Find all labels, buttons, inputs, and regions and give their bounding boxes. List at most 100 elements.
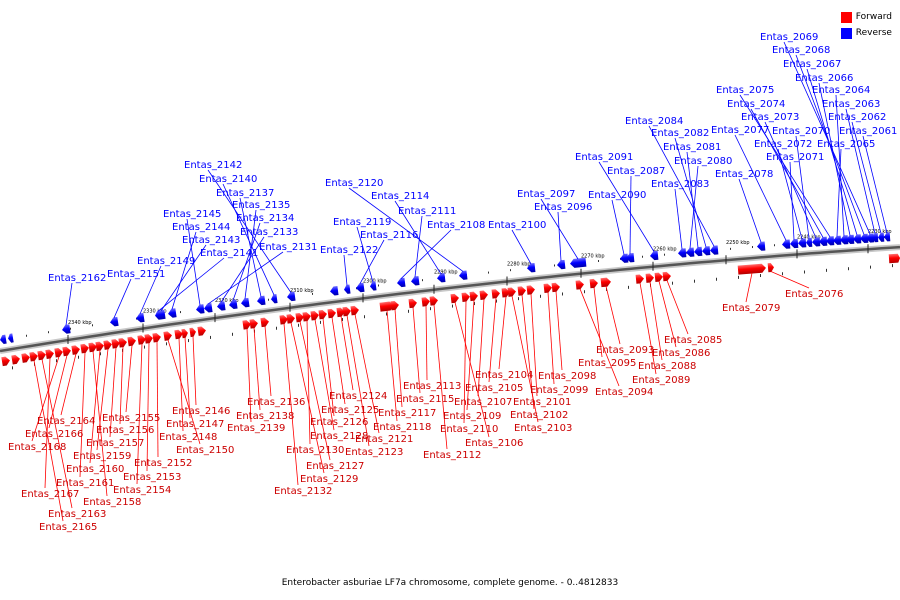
forward-gene-label: Entas_2076 [785,289,843,300]
forward-gene-label: Entas_2094 [595,387,653,398]
forward-gene-label: Entas_2152 [134,458,192,469]
tick-label: 2260 kbp [653,247,677,253]
minor-tick [474,302,475,306]
reverse-gene-leader [511,229,532,265]
reverse-gene-leader [359,239,385,284]
reverse-gene-feature [853,234,862,244]
reverse-gene-feature [872,233,879,243]
reverse-gene-feature [330,286,339,296]
minor-tick [188,339,189,343]
forward-gene-label: Entas_2150 [176,445,234,456]
minor-tick [826,268,827,272]
reverse-gene-feature [686,247,695,257]
reverse-gene-feature [217,301,226,311]
forward-gene-label: Entas_2104 [475,370,533,381]
forward-gene-label: Entas_2105 [465,383,523,394]
reverse-gene-label: Entas_2134 [236,213,294,224]
forward-gene-label: Entas_2102 [510,410,568,421]
minor-tick [598,259,599,262]
minor-tick [584,290,585,294]
reverse-gene-label: Entas_2074 [727,99,785,110]
forward-gene-leader [547,292,555,385]
forward-gene-leader [386,310,398,422]
minor-tick [180,311,181,314]
reverse-gene-feature [812,237,821,247]
minor-tick [628,285,629,289]
forward-gene-label: Entas_2160 [66,464,124,475]
forward-gene-feature [286,314,295,324]
minor-tick [232,332,233,336]
forward-gene-leader [639,282,657,375]
forward-gene-leader [425,305,428,381]
reverse-gene-label: Entas_2145 [163,209,221,220]
reverse-gene-feature [168,308,177,318]
minor-tick [540,294,541,298]
reverse-gene-label: Entas_2140 [199,174,257,185]
reverse-gene-leader [689,165,699,249]
forward-gene-leader [184,337,191,419]
reverse-gene-feature [196,304,205,314]
forward-gene-feature [302,312,311,322]
forward-gene-feature [174,329,183,340]
minor-tick [386,312,387,316]
reverse-gene-label: Entas_2073 [741,112,799,123]
reverse-gene-leader [845,108,876,234]
forward-gene-leader [770,271,810,289]
reverse-gene-label: Entas_2091 [575,152,633,163]
forward-gene-leader [605,286,621,345]
forward-gene-label: Entas_2126 [310,417,368,428]
reverse-gene-feature [229,299,238,309]
reverse-gene-feature [557,259,566,270]
reverse-gene-label: Entas_2069 [760,32,818,43]
forward-gene-label: Entas_2115 [396,394,454,405]
forward-gene-label: Entas_2118 [373,422,431,433]
minor-tick [496,299,497,303]
forward-gene-label: Entas_2158 [83,497,141,508]
forward-gene-feature [11,354,20,365]
reverse-gene-feature [62,324,71,334]
forward-gene-feature [249,319,258,329]
forward-gene-feature [600,277,611,288]
minor-tick [782,272,783,276]
minor-tick [562,292,563,296]
forward-gene-feature [350,305,359,316]
forward-gene-leader [299,321,331,461]
reverse-gene-leader [739,94,831,238]
forward-gene-feature [421,297,430,307]
reverse-gene-feature [570,257,587,268]
reverse-gene-feature [397,277,406,288]
reverse-gene-leader [598,161,655,252]
forward-gene-label: Entas_2136 [247,397,305,408]
minor-tick [56,359,57,363]
forward-gene-feature [589,278,598,289]
forward-gene-feature [635,274,644,284]
forward-gene-leader [658,281,677,348]
reverse-gene-label: Entas_2122 [320,245,378,256]
forward-gene-label: Entas_2089 [632,375,690,386]
reverse-gene-leader [734,134,787,241]
forward-gene-label: Entas_2098 [538,371,596,382]
forward-gene-feature [654,272,663,283]
forward-gene-feature [390,300,399,311]
forward-gene-label: Entas_2159 [73,451,131,462]
minor-tick [774,244,775,247]
minor-tick [664,253,665,256]
reverse-gene-leader [557,211,562,261]
minor-tick [760,274,761,278]
reverse-gene-label: Entas_2120 [325,178,383,189]
forward-gene-label: Entas_2099 [530,385,588,396]
reverse-gene-leader [783,41,871,235]
forward-gene-feature [327,308,336,319]
reverse-gene-leader [540,198,579,260]
forward-gene-feature [507,287,516,297]
reverse-gene-leader [65,282,73,326]
minor-tick [848,267,849,271]
legend-reverse-label: Reverse [855,28,892,38]
forward-gene-feature [45,349,54,359]
minor-tick [320,320,321,324]
forward-gene-feature [152,332,161,343]
forward-gene-leader [192,336,197,406]
minor-tick [364,315,365,319]
reverse-gene-label: Entas_2062 [828,112,886,123]
